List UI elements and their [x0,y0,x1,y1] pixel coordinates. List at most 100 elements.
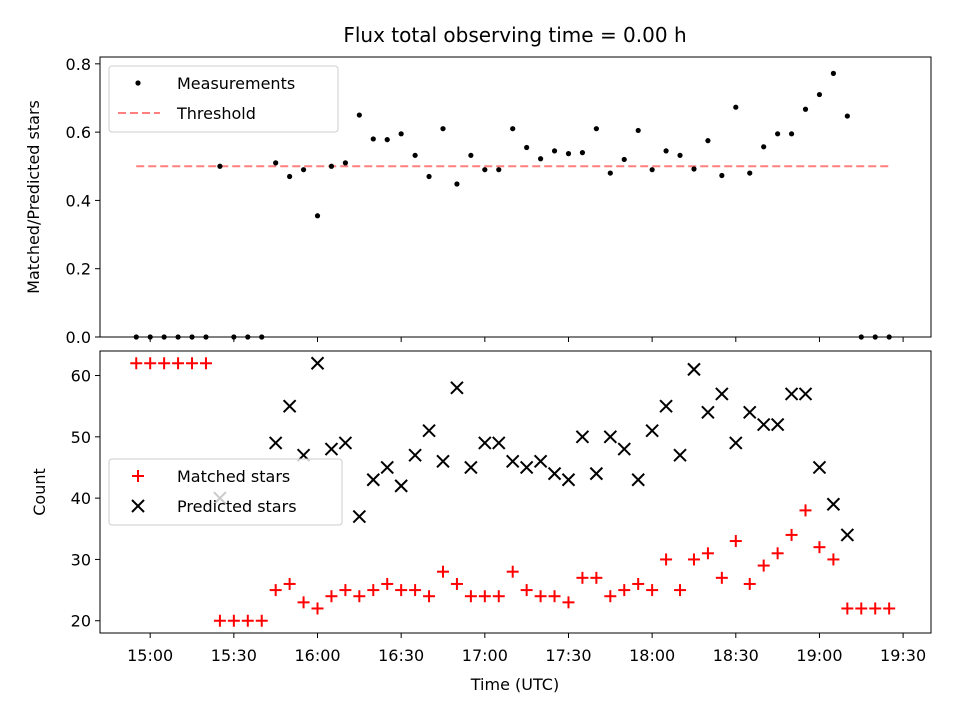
measurement-point [524,144,530,151]
predicted-star-point [519,460,534,475]
matched-star-point [213,614,226,627]
top-y-axis-label: Matched/Predicted stars [24,100,43,294]
matched-star-point [283,577,296,590]
predicted-star-point [756,417,771,432]
top-y-tick-label: 0.4 [66,191,91,210]
matched-star-point [492,590,505,603]
matched-star-point [464,590,477,603]
measurement-point [788,131,795,137]
matched-star-point [478,590,491,603]
measurement-point [287,173,293,180]
matched-star-point [785,528,798,541]
predicted-star-point [408,448,422,462]
matched-star-point [590,571,603,584]
predicted-star-point [603,430,618,444]
bottom-x-tick-label: 17:00 [462,646,508,665]
bottom-y-tick-label: 40 [71,489,91,508]
predicted-star-point [422,423,436,438]
legend-matched-label: Matched stars [177,467,290,486]
bottom-x-tick-label: 15:00 [127,646,173,665]
legend-measurements-label: Measurements [177,74,295,93]
predicted-star-point [743,405,757,420]
measurement-point [426,173,432,180]
matched-star-point [841,602,854,615]
matched-star-point [450,577,463,590]
measurement-point [719,172,725,179]
predicted-star-point [617,442,631,456]
predicted-star-point [366,473,380,487]
matched-star-point [576,571,589,584]
matched-star-point [855,602,868,615]
measurement-point [300,167,307,173]
top-y-tick-label: 0.0 [66,328,91,347]
bottom-x-tick-label: 15:30 [211,646,257,665]
legend-predicted-marker [131,499,145,513]
matched-star-point [827,553,840,566]
measurement-point [593,126,599,132]
bottom-axes-frame [99,350,932,634]
matched-star-point [701,547,714,560]
bottom-x-tick-label: 18:00 [629,646,675,665]
matched-star-point [255,614,268,627]
matched-star-point [632,577,645,590]
matched-star-point [241,614,254,627]
measurement-point [747,170,753,176]
matched-star-point [883,602,896,615]
predicted-star-point [436,454,450,469]
matched-star-point [520,584,533,597]
matched-star-point [297,596,310,609]
measurement-point [412,152,418,158]
legend-matched-marker [132,470,144,482]
predicted-star-point [770,417,785,432]
predicted-star-point [826,497,841,511]
predicted-star-point [784,387,799,401]
matched-star-point [548,590,561,603]
matched-star-point [771,547,784,560]
matched-star-point [227,614,240,627]
measurement-point [384,137,390,143]
bottom-y-tick-label: 20 [71,612,91,631]
measurement-point [510,126,516,132]
top-y-tick-label: 0.2 [66,260,91,279]
matched-star-point [395,584,408,597]
top-y-tick-label: 0.8 [66,55,91,74]
predicted-star-point [492,436,506,450]
matched-star-point [715,571,728,584]
measurement-point [328,163,335,169]
predicted-star-point [394,479,408,493]
predicted-star-point [464,460,478,475]
matched-star-point [506,565,519,578]
measurement-point [273,160,279,166]
matched-star-point [199,357,212,370]
predicted-star-point [701,405,715,420]
predicted-star-point [380,460,394,475]
predicted-star-point [338,436,353,450]
matched-star-point [562,596,575,609]
measurement-point [705,138,711,144]
measurement-point [551,148,558,154]
matched-star-point [339,584,352,597]
matched-star-point [869,602,882,615]
bottom-y-tick-label: 30 [71,550,91,569]
matched-star-point [367,584,380,597]
matched-star-point [269,584,282,597]
predicted-star-point [715,387,729,401]
predicted-star-point [450,381,464,395]
top-y-tick-label: 0.6 [66,123,91,142]
bottom-x-tick-label: 17:30 [545,646,591,665]
matched-star-point [311,602,324,615]
top-axes-frame [99,56,932,338]
bottom-y-tick-label: 50 [71,428,91,447]
matched-star-point [813,541,826,554]
measurement-point [398,131,404,137]
bottom-axes: 20 30 40 50 60 15:00 15:30 16:00 16:30 17:00 17:3… [30,350,932,694]
matched-star-point [604,590,617,603]
measurement-point [342,160,348,166]
legend-threshold-label: Threshold [176,104,256,123]
measurement-point [607,170,613,176]
matched-star-point [618,584,631,597]
matched-star-point [381,577,394,590]
measurement-point [356,112,362,118]
matched-star-point [325,590,338,603]
matched-star-point [660,553,673,566]
